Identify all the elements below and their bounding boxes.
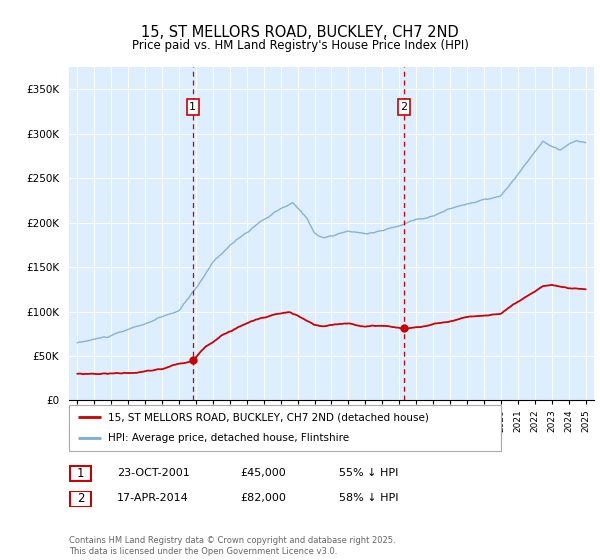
Text: 55% ↓ HPI: 55% ↓ HPI (339, 468, 398, 478)
Text: 1: 1 (77, 467, 84, 480)
Text: £45,000: £45,000 (240, 468, 286, 478)
Text: £82,000: £82,000 (240, 493, 286, 503)
Text: 2: 2 (77, 492, 84, 506)
Text: HPI: Average price, detached house, Flintshire: HPI: Average price, detached house, Flin… (108, 433, 349, 444)
Text: 15, ST MELLORS ROAD, BUCKLEY, CH7 2ND (detached house): 15, ST MELLORS ROAD, BUCKLEY, CH7 2ND (d… (108, 412, 429, 422)
Text: 2: 2 (401, 102, 408, 112)
Text: 15, ST MELLORS ROAD, BUCKLEY, CH7 2ND: 15, ST MELLORS ROAD, BUCKLEY, CH7 2ND (141, 25, 459, 40)
Text: 1: 1 (189, 102, 196, 112)
Text: 58% ↓ HPI: 58% ↓ HPI (339, 493, 398, 503)
Text: Contains HM Land Registry data © Crown copyright and database right 2025.
This d: Contains HM Land Registry data © Crown c… (69, 536, 395, 556)
Text: 17-APR-2014: 17-APR-2014 (117, 493, 189, 503)
Text: 23-OCT-2001: 23-OCT-2001 (117, 468, 190, 478)
Text: Price paid vs. HM Land Registry's House Price Index (HPI): Price paid vs. HM Land Registry's House … (131, 39, 469, 52)
